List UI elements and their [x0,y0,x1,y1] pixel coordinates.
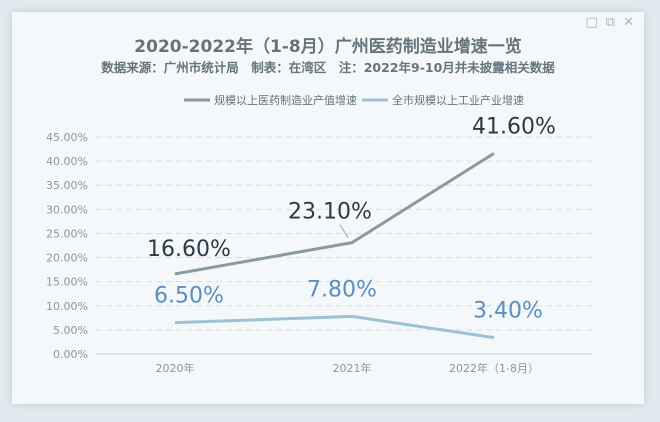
x-tick-label: 2022年（1-8月） [449,361,539,375]
window-controls: □ ⧉ ✕ [586,16,635,30]
industry-growth-line[interactable] [174,314,495,340]
y-tick-label: 30.00% [46,203,88,216]
x-tick-label: 2020年 [156,361,195,375]
y-tick-label: 10.00% [46,300,88,313]
y-tick-label: 5.00% [53,324,88,337]
data-label: 7.80% [307,277,377,302]
data-label: 6.50% [154,284,224,309]
chart-card: □ ⧉ ✕ 2020-2022年（1-8月）广州医药制造业增速一览 数据来源：广… [12,12,644,404]
y-tick-label: 45.00% [46,131,88,144]
label-leader-line [339,224,349,238]
legend-label[interactable]: 全市规模以上工业产业增速 [392,93,524,107]
x-tick-label: 2021年 [333,361,372,375]
y-tick-label: 35.00% [46,179,88,192]
minimize-icon[interactable]: □ [585,15,598,30]
y-tick-label: 0.00% [53,348,88,361]
data-label: 41.60% [472,114,556,139]
data-label: 16.60% [147,237,231,262]
y-tick-label: 25.00% [46,227,88,240]
chart-subtitle: 数据来源：广州市统计局 制表：在湾区 注：2022年9-10月并未披露相关数据 [101,60,555,75]
pharma-growth-line[interactable] [174,152,495,276]
data-label: 3.40% [473,299,543,324]
legend-label[interactable]: 规模以上医药制造业产值增速 [214,93,357,107]
line-chart: 规模以上医药制造业产值增速 全市规模以上工业产业增速 0.00% 5.00% 10.00… [46,93,592,375]
restore-icon[interactable]: ⧉ [605,15,616,30]
chart-title: 2020-2022年（1-8月）广州医药制造业增速一览 [134,37,522,57]
close-icon[interactable]: ✕ [623,15,634,30]
y-tick-label: 20.00% [46,252,88,265]
y-tick-label: 15.00% [46,276,88,289]
data-label: 23.10% [288,200,372,225]
y-tick-label: 40.00% [46,155,88,168]
